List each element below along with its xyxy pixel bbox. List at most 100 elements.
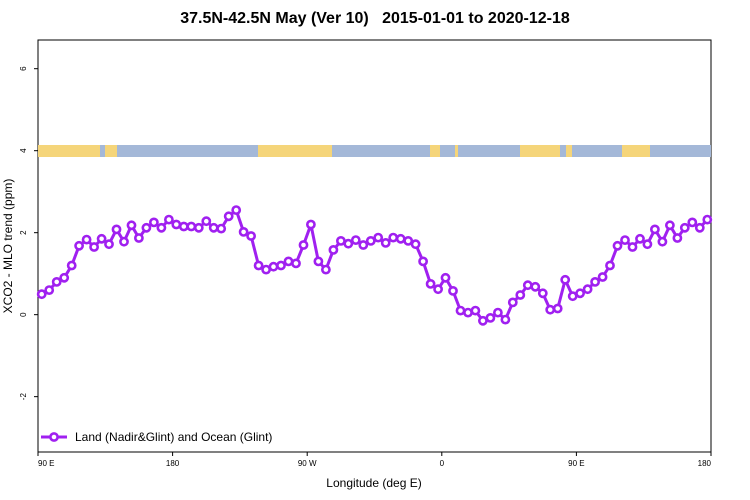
data-point bbox=[208, 222, 219, 233]
x-tick-label: 90 W bbox=[298, 459, 317, 468]
legend-marker-swatch bbox=[49, 432, 59, 442]
data-point bbox=[231, 205, 242, 215]
data-point bbox=[418, 256, 428, 267]
y-tick-label: 2 bbox=[19, 230, 28, 235]
data-point bbox=[650, 224, 660, 235]
data-point bbox=[530, 281, 541, 292]
ocean-band bbox=[38, 145, 711, 157]
title-region: 37.5N-42.5N May (Ver 10) bbox=[180, 10, 369, 27]
data-point bbox=[193, 222, 204, 233]
data-point bbox=[507, 297, 518, 308]
x-tick-label: 90 E bbox=[38, 459, 54, 468]
data-point bbox=[51, 276, 62, 287]
x-tick-label: 180 bbox=[698, 459, 712, 468]
data-point bbox=[679, 222, 690, 233]
land-segment bbox=[105, 145, 117, 157]
data-point bbox=[96, 233, 107, 244]
data-point bbox=[582, 284, 593, 295]
data-point bbox=[313, 256, 324, 267]
data-point bbox=[403, 235, 414, 246]
data-point bbox=[635, 233, 645, 244]
data-point bbox=[365, 235, 376, 246]
data-point bbox=[694, 222, 705, 233]
x-tick-label: 0 bbox=[440, 459, 445, 468]
data-point bbox=[246, 231, 256, 241]
data-point bbox=[133, 233, 144, 243]
data-point bbox=[373, 232, 384, 243]
data-point bbox=[44, 285, 55, 295]
data-point bbox=[305, 219, 316, 230]
land-segments bbox=[38, 145, 650, 157]
land-ocean-band bbox=[38, 145, 711, 157]
data-point bbox=[552, 303, 563, 314]
data-point bbox=[216, 223, 227, 234]
data-point bbox=[560, 274, 571, 285]
data-point bbox=[253, 260, 264, 271]
y-axis: -2 0 2 4 6 bbox=[19, 66, 38, 400]
data-point bbox=[276, 260, 286, 271]
land-segment bbox=[258, 145, 332, 157]
data-point bbox=[201, 216, 212, 227]
data-point bbox=[178, 221, 189, 232]
data-point bbox=[171, 219, 182, 230]
data-point bbox=[320, 264, 331, 275]
land-segment bbox=[38, 145, 100, 157]
legend: Land (Nadir&Glint) and Ocean (Glint) bbox=[41, 430, 272, 444]
land-segment bbox=[430, 145, 440, 157]
data-point bbox=[545, 304, 556, 315]
land-segment bbox=[520, 145, 560, 157]
data-point bbox=[665, 220, 675, 231]
data-point bbox=[463, 307, 473, 318]
data-point bbox=[148, 217, 159, 228]
data-point bbox=[410, 239, 421, 250]
data-point bbox=[515, 290, 526, 300]
data-point bbox=[590, 276, 600, 287]
data-point bbox=[448, 285, 458, 296]
data-point bbox=[238, 226, 249, 237]
chart-title: 37.5N-42.5N May (Ver 10) 2015-01-01 to 2… bbox=[0, 10, 750, 28]
land-segment bbox=[566, 145, 572, 157]
data-point bbox=[380, 237, 391, 248]
data-point bbox=[485, 312, 496, 323]
series-layer bbox=[36, 205, 713, 326]
data-point bbox=[522, 280, 533, 291]
y-tick-label: 4 bbox=[19, 148, 28, 153]
data-point bbox=[119, 236, 129, 247]
data-point bbox=[395, 233, 406, 244]
data-point bbox=[500, 314, 511, 325]
data-point bbox=[687, 217, 698, 228]
y-tick-label: -2 bbox=[19, 393, 28, 401]
data-point bbox=[186, 221, 197, 232]
data-point bbox=[620, 235, 630, 245]
data-point bbox=[612, 240, 623, 251]
data-point bbox=[36, 289, 47, 300]
data-point bbox=[81, 234, 92, 245]
data-point bbox=[672, 233, 683, 243]
data-point bbox=[575, 288, 585, 299]
y-tick-label: 6 bbox=[19, 66, 28, 71]
data-point bbox=[283, 256, 294, 267]
data-point bbox=[627, 242, 638, 252]
data-point bbox=[477, 315, 488, 326]
data-point bbox=[111, 224, 122, 235]
data-point bbox=[268, 261, 279, 272]
data-point bbox=[89, 242, 99, 252]
data-point bbox=[605, 260, 615, 271]
data-point bbox=[597, 272, 608, 282]
data-point bbox=[425, 278, 436, 289]
data-point bbox=[298, 240, 309, 250]
land-segment bbox=[455, 145, 458, 157]
data-point bbox=[66, 260, 77, 271]
x-tick-label: 180 bbox=[166, 459, 180, 468]
y-axis-title: XCO2 - MLO trend (ppm) bbox=[1, 179, 15, 314]
plot-frame bbox=[37, 39, 712, 453]
data-point bbox=[141, 222, 152, 233]
data-point bbox=[455, 305, 466, 316]
data-point bbox=[492, 307, 503, 318]
x-axis-title: Longitude (deg E) bbox=[326, 476, 421, 490]
legend-label: Land (Nadir&Glint) and Ocean (Glint) bbox=[75, 430, 272, 444]
data-point bbox=[358, 240, 369, 250]
data-point bbox=[642, 239, 653, 250]
data-point bbox=[343, 238, 354, 249]
